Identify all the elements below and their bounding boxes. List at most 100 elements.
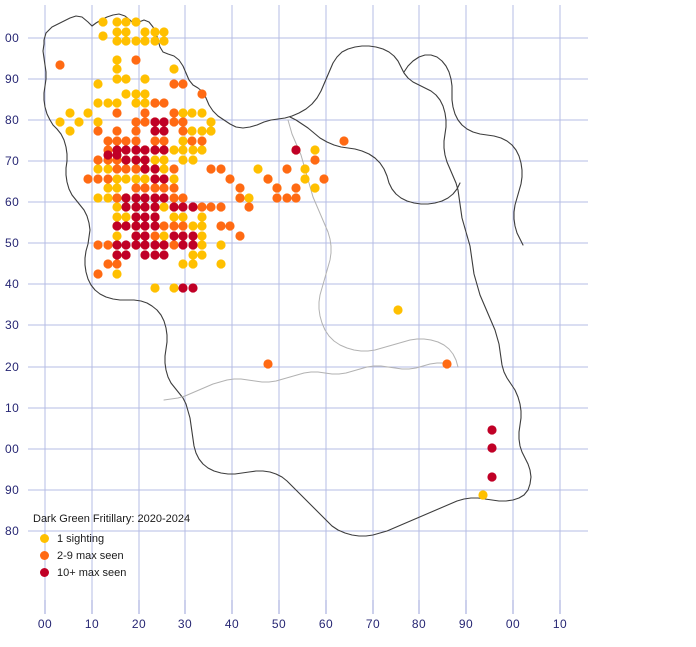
record-dot <box>206 126 216 136</box>
x-tick-label: 10 <box>552 617 568 631</box>
record-dot <box>206 117 216 127</box>
record-dot <box>131 98 141 108</box>
record-dot <box>83 174 93 184</box>
record-dot <box>487 443 497 453</box>
record-dot <box>169 202 179 212</box>
record-dot <box>272 183 282 193</box>
record-dot <box>169 174 179 184</box>
record-dot <box>169 117 179 127</box>
record-dot <box>103 136 113 146</box>
record-dot <box>169 108 179 118</box>
record-dot <box>112 150 122 160</box>
record-dot <box>178 126 188 136</box>
record-dot <box>93 269 103 279</box>
record-dot <box>169 221 179 231</box>
record-dot <box>150 27 160 37</box>
x-tick-label: 00 <box>505 617 521 631</box>
county-outline <box>42 13 532 537</box>
record-dot <box>178 136 188 146</box>
record-dot <box>140 212 150 222</box>
record-dot <box>178 283 188 293</box>
record-dot <box>178 221 188 231</box>
record-dot <box>178 79 188 89</box>
record-dot <box>197 145 207 155</box>
record-dot <box>291 193 301 203</box>
record-dot <box>112 98 122 108</box>
record-dot <box>197 221 207 231</box>
record-dot <box>112 55 122 65</box>
record-dot <box>150 136 160 146</box>
record-dot <box>140 183 150 193</box>
record-dot <box>159 98 169 108</box>
record-dot <box>103 98 113 108</box>
record-dot <box>159 36 169 46</box>
y-tick-label: 80 <box>5 524 20 538</box>
legend-swatch-icon <box>40 568 49 577</box>
record-dot <box>310 155 320 165</box>
y-tick-label: 10 <box>5 401 20 415</box>
record-dot <box>112 174 122 184</box>
record-dot <box>197 89 207 99</box>
legend-swatch-icon <box>40 551 49 560</box>
record-dot <box>131 55 141 65</box>
record-dot <box>112 64 122 74</box>
y-tick-label: 90 <box>5 72 20 86</box>
record-dot <box>310 183 320 193</box>
record-dot <box>112 108 122 118</box>
record-dot <box>206 164 216 174</box>
record-dot <box>178 212 188 222</box>
y-tick-label: 30 <box>5 318 20 332</box>
record-dot <box>55 60 65 70</box>
record-dot <box>169 164 179 174</box>
record-dot <box>131 17 141 27</box>
record-dot <box>93 117 103 127</box>
record-dot <box>150 212 160 222</box>
record-dot <box>319 174 329 184</box>
record-dot <box>112 136 122 146</box>
record-dot <box>93 240 103 250</box>
record-dot <box>187 126 197 136</box>
y-tick-label: 70 <box>5 154 20 168</box>
record-dot <box>112 231 122 241</box>
record-dot <box>150 155 160 165</box>
record-dot <box>65 108 75 118</box>
record-dot <box>150 250 160 260</box>
record-dot <box>159 117 169 127</box>
record-dot <box>131 174 141 184</box>
record-dot <box>310 145 320 155</box>
record-dot <box>121 155 131 165</box>
record-dot <box>178 202 188 212</box>
record-dot <box>300 164 310 174</box>
x-tick-label: 20 <box>131 617 147 631</box>
record-dot <box>112 221 122 231</box>
record-dot <box>393 305 403 315</box>
record-dot <box>150 145 160 155</box>
record-dot <box>55 117 65 127</box>
record-dot <box>300 174 310 184</box>
record-dot <box>112 240 122 250</box>
record-dot <box>112 250 122 260</box>
x-tick-label: 90 <box>458 617 474 631</box>
record-dot <box>121 240 131 250</box>
record-dot <box>112 126 122 136</box>
record-dot <box>272 193 282 203</box>
record-dot <box>121 193 131 203</box>
record-dot <box>131 212 141 222</box>
record-dot <box>121 36 131 46</box>
record-dot <box>216 221 226 231</box>
record-dot <box>140 74 150 84</box>
record-dot <box>112 269 122 279</box>
record-dot <box>112 74 122 84</box>
x-tick-label: 60 <box>318 617 334 631</box>
record-dot <box>131 231 141 241</box>
record-dot <box>131 36 141 46</box>
record-dot <box>65 126 75 136</box>
record-dot <box>225 174 235 184</box>
record-dot <box>131 221 141 231</box>
x-tick-marks <box>44 600 561 614</box>
record-dot <box>478 490 488 500</box>
legend-swatch-icon <box>40 534 49 543</box>
record-dot <box>197 126 207 136</box>
record-dot <box>150 193 160 203</box>
legend-item-1: 1 sighting <box>33 530 190 547</box>
